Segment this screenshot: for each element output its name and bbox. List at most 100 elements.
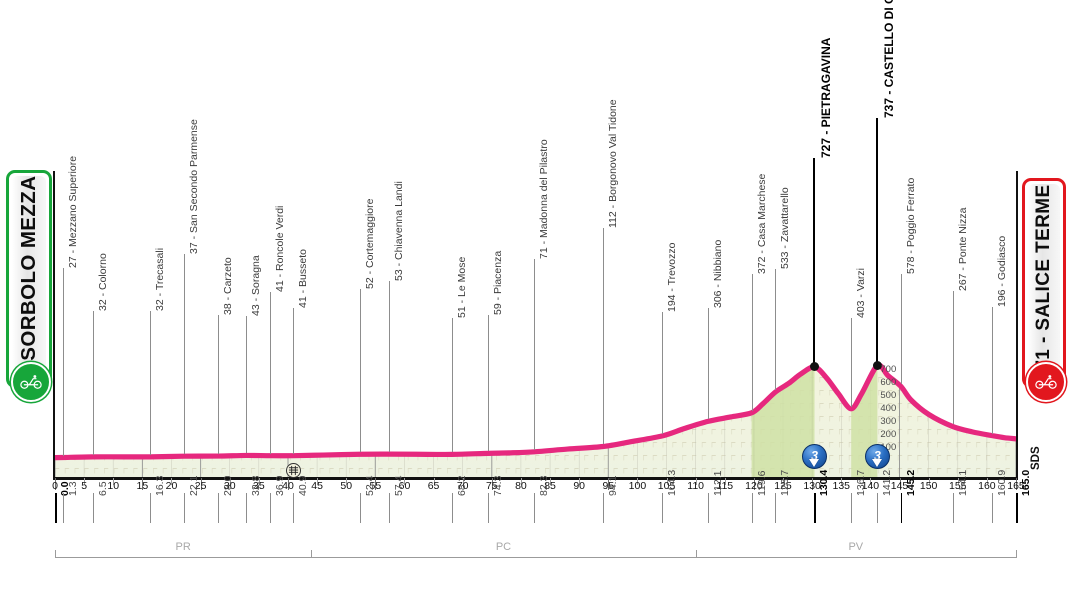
- x-axis-number: 155: [948, 480, 967, 492]
- x-axis-number: 65: [427, 480, 440, 492]
- x-axis-number: 25: [194, 480, 207, 492]
- x-axis-tick: [55, 478, 56, 490]
- distance-tick: [487, 493, 489, 523]
- x-axis-tick: [491, 478, 493, 490]
- x-axis-tick: [404, 478, 406, 485]
- distance-tick: [603, 493, 605, 523]
- distance-tick: [900, 493, 903, 523]
- place-leader-line: [603, 228, 605, 445]
- place-leader-line: [900, 274, 902, 385]
- x-axis-number: 105: [657, 480, 676, 492]
- x-axis-number: 0: [52, 480, 58, 492]
- x-axis-number: 45: [311, 480, 323, 492]
- distance-tick: [246, 493, 248, 523]
- gpm-category-badge[interactable]: 3: [864, 444, 890, 469]
- y-axis-label: 300: [880, 416, 897, 428]
- x-axis-number: 60: [398, 480, 411, 492]
- place-leader-line: [813, 158, 816, 365]
- distance-tick: [269, 493, 271, 523]
- x-axis-number: 90: [573, 480, 586, 492]
- x-axis-tick: [812, 478, 814, 490]
- start-plate: 26 - SORBOLO MEZZANI: [6, 170, 52, 388]
- x-axis-tick: [200, 478, 202, 490]
- x-axis-number: 150: [919, 480, 938, 492]
- x-axis-tick: [520, 478, 522, 485]
- segment-tick: [311, 550, 313, 558]
- x-axis-tick: [462, 478, 464, 485]
- segment-tick: [695, 550, 697, 558]
- gpm-category-badge[interactable]: 3: [801, 444, 827, 469]
- x-axis-number: 95: [602, 480, 615, 492]
- x-axis-number: 15: [136, 480, 149, 492]
- distance-tick: [662, 493, 664, 523]
- x-axis-number: 70: [456, 480, 469, 492]
- place-leader-line: [360, 289, 362, 453]
- distance-tick: [149, 493, 151, 523]
- x-axis-tick: [142, 478, 144, 490]
- x-axis-tick: [346, 478, 348, 485]
- place-leader-line: [389, 281, 391, 453]
- x-axis-number: 50: [340, 480, 353, 492]
- x-axis-number: 165: [1007, 480, 1025, 492]
- x-axis-number: 115: [716, 480, 734, 492]
- distance-tick: [218, 493, 220, 523]
- y-axis-label: 700: [880, 364, 897, 376]
- distance-tick: [452, 493, 454, 523]
- segment-tick: [1016, 550, 1017, 558]
- x-axis-number: 110: [687, 480, 705, 492]
- gpm-arrow-icon: [808, 459, 819, 467]
- distance-tick: [1016, 493, 1018, 523]
- segment-tick: [55, 550, 56, 558]
- profile-svg: [55, 300, 1016, 477]
- distance-tick: [293, 493, 295, 523]
- x-axis-tick: [841, 478, 843, 485]
- x-axis-tick: [637, 478, 639, 485]
- place-leader-line: [62, 268, 64, 456]
- distance-tick: [992, 493, 994, 523]
- x-axis-tick: [258, 478, 260, 485]
- x-axis-number: 5: [81, 480, 88, 492]
- x-axis-tick: [433, 478, 435, 485]
- start-banner: 26 - SORBOLO MEZZANI: [6, 170, 52, 419]
- y-axis-label: 500: [880, 390, 897, 402]
- x-axis-number: 135: [832, 480, 851, 492]
- place-leader-line: [149, 311, 151, 455]
- place-leader-line: [183, 254, 185, 455]
- place-leader-line: [218, 315, 220, 455]
- x-axis-number: 145: [890, 480, 909, 492]
- distance-tick: [877, 493, 879, 523]
- distance-tick: [814, 493, 817, 523]
- x-axis-tick: [783, 478, 785, 485]
- left-frame-rule: [53, 171, 55, 477]
- gpm-category-number: 3: [810, 449, 818, 464]
- x-axis-tick: [870, 478, 872, 485]
- x-axis-tick: [666, 478, 668, 485]
- distance-tick: [534, 493, 536, 523]
- distance-tick: [92, 493, 94, 523]
- gpm-category-number: 3: [873, 449, 881, 464]
- x-axis-tick: [753, 478, 755, 490]
- place-leader-line: [269, 292, 271, 454]
- distance-tick: [389, 493, 391, 523]
- segment-rule: [311, 557, 696, 558]
- distance-tick: [62, 493, 64, 523]
- place-leader-line: [92, 311, 94, 455]
- x-axis-number: 55: [369, 480, 382, 492]
- x-axis-number: 160: [978, 480, 996, 492]
- distance-tick: [775, 493, 777, 523]
- gpm-arrow-icon: [871, 459, 882, 467]
- x-axis-tick: [957, 478, 959, 485]
- right-frame-rule: [1016, 171, 1018, 477]
- distance-tick: [183, 493, 185, 523]
- intermediate-sprint-icon[interactable]: [285, 463, 301, 478]
- x-axis-number: 20: [165, 480, 178, 492]
- y-axis-label: 600: [880, 377, 897, 389]
- x-axis-tick: [113, 478, 115, 485]
- finish-banner: 171 - SALICE TERME: [1022, 178, 1066, 421]
- start-cyclist-icon: [11, 362, 51, 402]
- place-leader-line: [293, 308, 295, 454]
